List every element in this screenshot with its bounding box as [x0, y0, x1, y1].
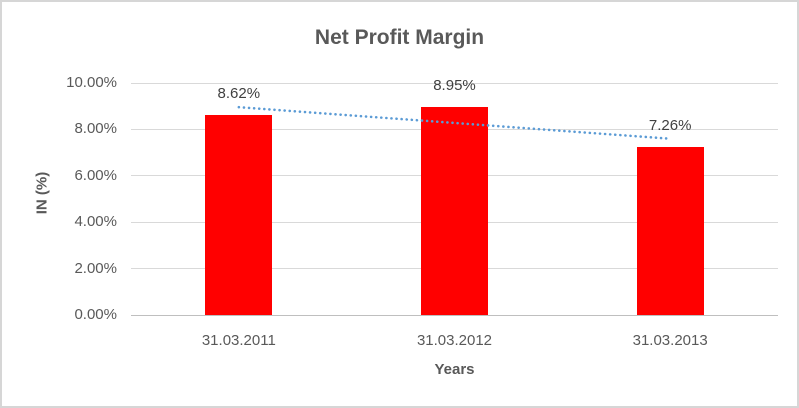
- x-axis-title: Years: [434, 361, 475, 378]
- bar-31.03.2012: [421, 107, 488, 315]
- x-category-label: 31.03.2013: [632, 332, 708, 349]
- x-category-label: 31.03.2012: [416, 332, 493, 349]
- bar-value-label: 7.26%: [648, 116, 692, 134]
- bar-value-label: 8.95%: [433, 77, 476, 95]
- bar-31.03.2013: [636, 146, 704, 315]
- x-category-label: 31.03.2011: [201, 332, 276, 349]
- y-tick-label: 8.00%: [74, 120, 117, 138]
- y-gridline: [131, 82, 778, 84]
- chart-title: Net Profit Margin: [314, 26, 485, 49]
- bar-31.03.2011: [205, 115, 273, 315]
- x-axis-line: [131, 314, 778, 316]
- y-tick-label: 0.00%: [74, 306, 117, 323]
- y-tick-label: 2.00%: [74, 259, 117, 277]
- y-tick-label: 4.00%: [74, 213, 117, 231]
- trendline: [237, 105, 672, 141]
- y-tick-label: 6.00%: [74, 166, 117, 184]
- bar-value-label: 8.62%: [217, 85, 261, 103]
- y-tick-label: 10.00%: [66, 74, 117, 91]
